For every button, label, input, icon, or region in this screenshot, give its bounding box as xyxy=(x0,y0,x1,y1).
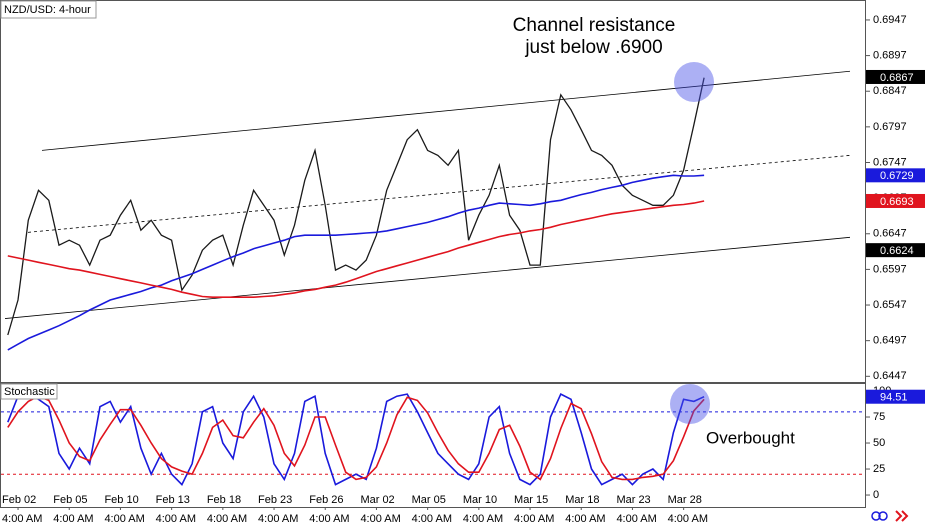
x-tick-label: Feb 05 xyxy=(53,494,87,506)
price-label: 0.6693 xyxy=(880,196,914,208)
annotation: Channel resistance xyxy=(513,15,676,36)
scroll-icon[interactable] xyxy=(895,510,909,522)
series-line xyxy=(7,200,705,298)
annotation: just below .6900 xyxy=(524,37,662,58)
x-time-label: 4:00 AM xyxy=(565,513,605,525)
x-time-label: 4:00 AM xyxy=(2,513,42,525)
price-label: 0.6867 xyxy=(880,72,914,84)
channel-line xyxy=(4,236,851,319)
plot-layer: 0.69470.68970.68470.67970.67470.66970.66… xyxy=(1,14,925,525)
y-tick-label: 0 xyxy=(873,489,879,501)
y-tick-label: 0.6897 xyxy=(873,49,907,61)
highlight-circle xyxy=(670,384,710,424)
stochastic-panel-frame xyxy=(0,383,866,508)
x-tick-label: Mar 28 xyxy=(668,494,702,506)
y-tick-label: 0.6447 xyxy=(873,370,907,382)
price-label: 94.51 xyxy=(880,392,908,404)
series-line xyxy=(7,395,705,481)
toolbar-icons[interactable] xyxy=(871,510,909,522)
y-tick-label: 0.6597 xyxy=(873,263,907,275)
chart-title: NZD/USD: 4-hour xyxy=(4,4,91,16)
x-time-label: 4:00 AM xyxy=(207,513,247,525)
y-tick-label: 0.6847 xyxy=(873,85,907,97)
x-time-label: 4:00 AM xyxy=(514,513,554,525)
x-tick-label: Feb 02 xyxy=(2,494,36,506)
price-label-box xyxy=(866,243,925,258)
x-time-label: 4:00 AM xyxy=(258,513,298,525)
y-tick-label: 0.6497 xyxy=(873,335,907,347)
y-tick-label: 0.6547 xyxy=(873,299,907,311)
x-tick-label: Feb 18 xyxy=(207,494,241,506)
x-tick-label: Feb 26 xyxy=(309,494,343,506)
price-label-box xyxy=(866,389,925,404)
x-time-label: 4:00 AM xyxy=(463,513,503,525)
y-tick-label: 0.6747 xyxy=(873,156,907,168)
x-time-label: 4:00 AM xyxy=(309,513,349,525)
x-time-label: 4:00 AM xyxy=(412,513,452,525)
indicator-title: Stochastic xyxy=(4,386,55,398)
x-time-label: 4:00 AM xyxy=(616,513,656,525)
highlight-circle xyxy=(674,62,714,102)
x-tick-label: Feb 13 xyxy=(156,494,190,506)
series-line xyxy=(7,393,705,486)
price-label-box xyxy=(866,168,925,183)
x-time-label: 4:00 AM xyxy=(53,513,93,525)
series-line xyxy=(7,77,705,336)
y-tick-label: 0.6647 xyxy=(873,228,907,240)
channel-line xyxy=(41,70,851,151)
link-icon[interactable] xyxy=(871,511,881,521)
x-time-label: 4:00 AM xyxy=(156,513,196,525)
price-label-box xyxy=(866,69,925,84)
y-tick-label: 0.6797 xyxy=(873,121,907,133)
price-label-box xyxy=(866,193,925,208)
y-tick-label: 0.6947 xyxy=(873,14,907,26)
title-box xyxy=(0,0,97,19)
x-tick-label: Mar 02 xyxy=(360,494,394,506)
x-tick-label: Mar 15 xyxy=(514,494,548,506)
x-time-label: 4:00 AM xyxy=(668,513,708,525)
x-tick-label: Feb 10 xyxy=(104,494,138,506)
annotation: Overbought xyxy=(706,428,795,447)
price-label: 0.6729 xyxy=(880,170,914,182)
x-tick-label: Mar 23 xyxy=(616,494,650,506)
indicator-box xyxy=(0,383,58,400)
x-tick-label: Feb 23 xyxy=(258,494,292,506)
price-label: 0.6624 xyxy=(880,245,914,257)
series-line xyxy=(7,174,705,351)
y-tick-label: 75 xyxy=(873,411,885,423)
x-time-label: 4:00 AM xyxy=(104,513,144,525)
y-tick-label: 25 xyxy=(873,463,885,475)
x-tick-label: Mar 18 xyxy=(565,494,599,506)
x-time-label: 4:00 AM xyxy=(360,513,400,525)
x-tick-label: Mar 10 xyxy=(463,494,497,506)
y-tick-label: 50 xyxy=(873,437,885,449)
main-panel-frame xyxy=(0,0,866,383)
x-tick-label: Mar 05 xyxy=(412,494,446,506)
link-icon[interactable] xyxy=(878,511,888,521)
